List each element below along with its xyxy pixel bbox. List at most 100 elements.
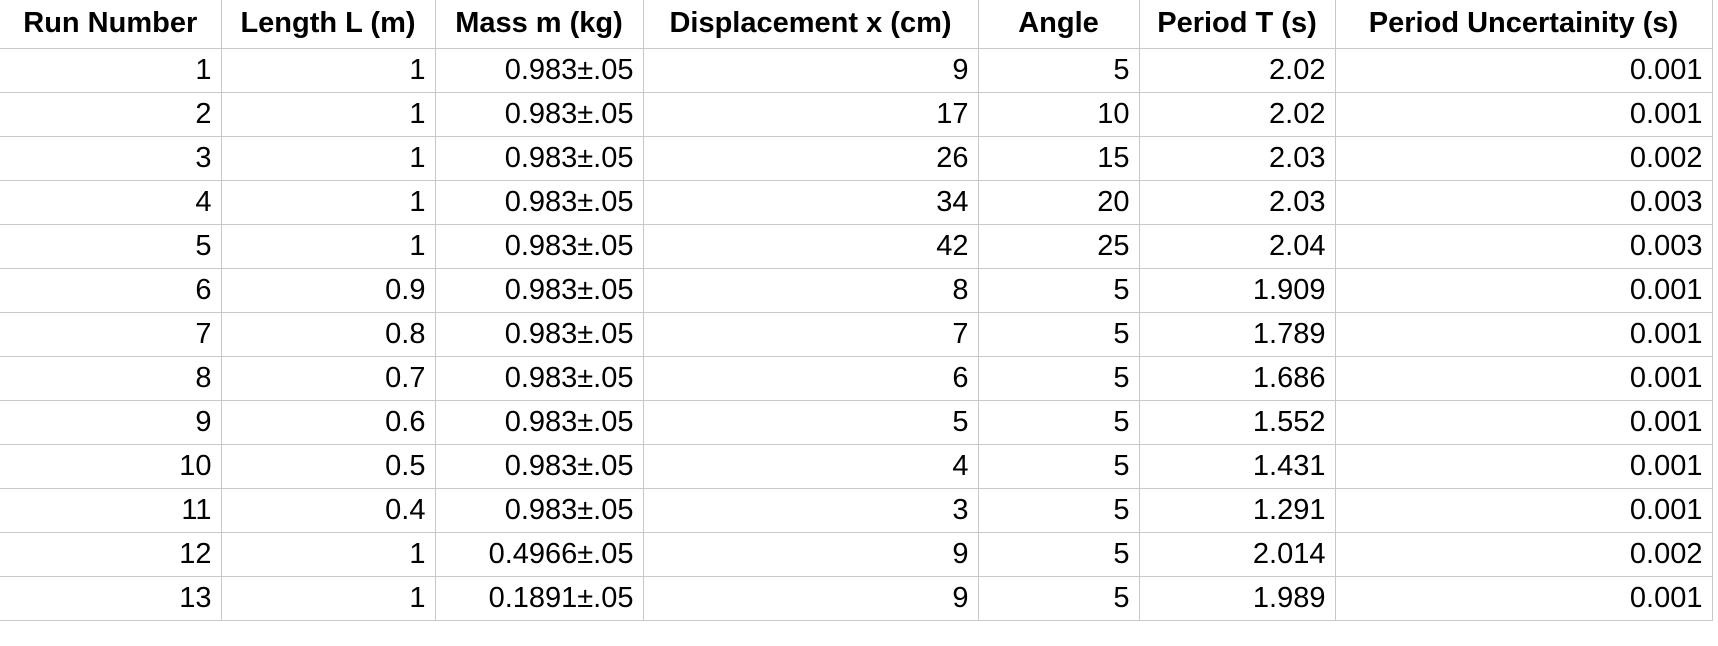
cell-displacement[interactable]: 5 — [642, 399, 979, 445]
header-cell-angle[interactable]: Angle — [977, 0, 1140, 49]
cell-period-uncertainty[interactable]: 0.003 — [1334, 223, 1713, 269]
cell-mass[interactable]: 0.983±.05 — [434, 135, 644, 181]
header-cell-period[interactable]: Period T (s) — [1138, 0, 1336, 49]
cell-angle[interactable]: 5 — [977, 47, 1140, 93]
cell-period[interactable]: 1.552 — [1138, 399, 1336, 445]
cell-length[interactable]: 1 — [220, 575, 436, 621]
cell-length[interactable]: 0.5 — [220, 443, 436, 489]
cell-angle[interactable]: 10 — [977, 91, 1140, 137]
cell-mass[interactable]: 0.983±.05 — [434, 179, 644, 225]
cell-displacement[interactable]: 3 — [642, 487, 979, 533]
cell-length[interactable]: 0.6 — [220, 399, 436, 445]
cell-angle[interactable]: 15 — [977, 135, 1140, 181]
cell-mass[interactable]: 0.983±.05 — [434, 311, 644, 357]
cell-run-number[interactable]: 3 — [0, 135, 222, 181]
cell-mass[interactable]: 0.983±.05 — [434, 47, 644, 93]
header-cell-run-number[interactable]: Run Number — [0, 0, 222, 49]
cell-period-uncertainty[interactable]: 0.001 — [1334, 443, 1713, 489]
cell-angle[interactable]: 5 — [977, 575, 1140, 621]
header-cell-mass[interactable]: Mass m (kg) — [434, 0, 644, 49]
cell-run-number[interactable]: 10 — [0, 443, 222, 489]
header-cell-period-uncertainty[interactable]: Period Uncertainity (s) — [1334, 0, 1713, 49]
cell-period[interactable]: 2.02 — [1138, 47, 1336, 93]
header-cell-length[interactable]: Length L (m) — [220, 0, 436, 49]
cell-angle[interactable]: 5 — [977, 311, 1140, 357]
cell-length[interactable]: 0.8 — [220, 311, 436, 357]
cell-run-number[interactable]: 11 — [0, 487, 222, 533]
cell-run-number[interactable]: 13 — [0, 575, 222, 621]
cell-length[interactable]: 1 — [220, 179, 436, 225]
cell-angle[interactable]: 5 — [977, 443, 1140, 489]
cell-period-uncertainty[interactable]: 0.002 — [1334, 135, 1713, 181]
cell-period[interactable]: 1.909 — [1138, 267, 1336, 313]
cell-displacement[interactable]: 34 — [642, 179, 979, 225]
header-row: Run Number Length L (m) Mass m (kg) Disp… — [0, 0, 1713, 49]
cell-mass[interactable]: 0.983±.05 — [434, 91, 644, 137]
cell-angle[interactable]: 5 — [977, 487, 1140, 533]
cell-displacement[interactable]: 9 — [642, 575, 979, 621]
cell-period[interactable]: 1.789 — [1138, 311, 1336, 357]
cell-mass[interactable]: 0.4966±.05 — [434, 531, 644, 577]
cell-angle[interactable]: 5 — [977, 355, 1140, 401]
cell-period-uncertainty[interactable]: 0.002 — [1334, 531, 1713, 577]
cell-displacement[interactable]: 42 — [642, 223, 979, 269]
cell-mass[interactable]: 0.983±.05 — [434, 487, 644, 533]
cell-period[interactable]: 1.686 — [1138, 355, 1336, 401]
cell-length[interactable]: 0.4 — [220, 487, 436, 533]
cell-period[interactable]: 2.02 — [1138, 91, 1336, 137]
cell-length[interactable]: 1 — [220, 531, 436, 577]
cell-period[interactable]: 1.989 — [1138, 575, 1336, 621]
cell-period-uncertainty[interactable]: 0.001 — [1334, 399, 1713, 445]
header-cell-displacement[interactable]: Displacement x (cm) — [642, 0, 979, 49]
cell-length[interactable]: 1 — [220, 223, 436, 269]
cell-length[interactable]: 1 — [220, 91, 436, 137]
cell-run-number[interactable]: 1 — [0, 47, 222, 93]
cell-period[interactable]: 2.04 — [1138, 223, 1336, 269]
cell-period-uncertainty[interactable]: 0.001 — [1334, 47, 1713, 93]
cell-displacement[interactable]: 8 — [642, 267, 979, 313]
cell-run-number[interactable]: 6 — [0, 267, 222, 313]
cell-run-number[interactable]: 4 — [0, 179, 222, 225]
cell-angle[interactable]: 20 — [977, 179, 1140, 225]
cell-displacement[interactable]: 26 — [642, 135, 979, 181]
cell-angle[interactable]: 5 — [977, 267, 1140, 313]
cell-period-uncertainty[interactable]: 0.001 — [1334, 355, 1713, 401]
cell-displacement[interactable]: 7 — [642, 311, 979, 357]
cell-run-number[interactable]: 5 — [0, 223, 222, 269]
cell-angle[interactable]: 5 — [977, 531, 1140, 577]
cell-run-number[interactable]: 2 — [0, 91, 222, 137]
cell-run-number[interactable]: 8 — [0, 355, 222, 401]
cell-period[interactable]: 2.03 — [1138, 135, 1336, 181]
cell-mass[interactable]: 0.983±.05 — [434, 267, 644, 313]
cell-length[interactable]: 0.9 — [220, 267, 436, 313]
cell-length[interactable]: 1 — [220, 135, 436, 181]
cell-period-uncertainty[interactable]: 0.001 — [1334, 91, 1713, 137]
cell-period-uncertainty[interactable]: 0.001 — [1334, 267, 1713, 313]
cell-angle[interactable]: 5 — [977, 399, 1140, 445]
cell-period-uncertainty[interactable]: 0.001 — [1334, 487, 1713, 533]
cell-period[interactable]: 2.014 — [1138, 531, 1336, 577]
cell-displacement[interactable]: 6 — [642, 355, 979, 401]
cell-run-number[interactable]: 7 — [0, 311, 222, 357]
cell-displacement[interactable]: 17 — [642, 91, 979, 137]
data-table: Run Number Length L (m) Mass m (kg) Disp… — [0, 0, 1713, 621]
cell-mass[interactable]: 0.983±.05 — [434, 399, 644, 445]
cell-run-number[interactable]: 9 — [0, 399, 222, 445]
cell-displacement[interactable]: 9 — [642, 47, 979, 93]
cell-period[interactable]: 1.431 — [1138, 443, 1336, 489]
cell-run-number[interactable]: 12 — [0, 531, 222, 577]
cell-mass[interactable]: 0.983±.05 — [434, 223, 644, 269]
cell-mass[interactable]: 0.983±.05 — [434, 443, 644, 489]
cell-mass[interactable]: 0.1891±.05 — [434, 575, 644, 621]
cell-length[interactable]: 1 — [220, 47, 436, 93]
cell-period[interactable]: 2.03 — [1138, 179, 1336, 225]
cell-displacement[interactable]: 4 — [642, 443, 979, 489]
cell-displacement[interactable]: 9 — [642, 531, 979, 577]
cell-period-uncertainty[interactable]: 0.001 — [1334, 311, 1713, 357]
cell-length[interactable]: 0.7 — [220, 355, 436, 401]
cell-mass[interactable]: 0.983±.05 — [434, 355, 644, 401]
cell-period-uncertainty[interactable]: 0.003 — [1334, 179, 1713, 225]
cell-period-uncertainty[interactable]: 0.001 — [1334, 575, 1713, 621]
cell-period[interactable]: 1.291 — [1138, 487, 1336, 533]
cell-angle[interactable]: 25 — [977, 223, 1140, 269]
